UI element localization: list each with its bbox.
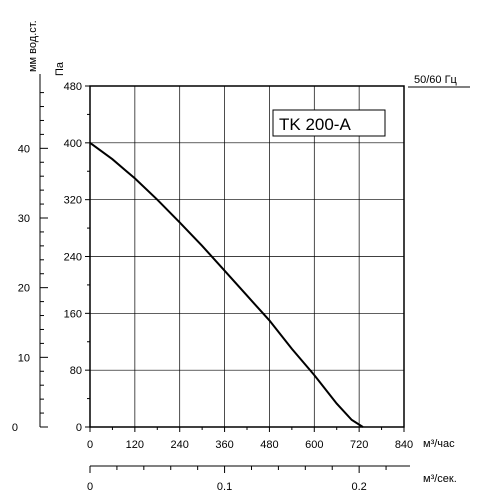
mm-tick-label: 40 bbox=[18, 143, 30, 155]
m3h-tick-label: 840 bbox=[395, 439, 413, 451]
pa-tick-label: 240 bbox=[64, 252, 82, 264]
frequency-label: 50/60 Гц bbox=[414, 74, 458, 86]
m3h-axis-label: м³/час bbox=[423, 438, 455, 450]
m3h-tick-label: 720 bbox=[350, 439, 368, 451]
m3h-tick-label: 240 bbox=[171, 439, 189, 451]
m3s-axis-ticks: 0 0.1 0.2 bbox=[87, 466, 387, 493]
m3h-tick-label: 480 bbox=[260, 439, 278, 451]
pa-axis-ticks: 0 80 160 240 320 400 480 bbox=[64, 81, 90, 434]
m3h-tick-label: 0 bbox=[87, 439, 93, 451]
m3s-tick-label: 0 bbox=[87, 481, 93, 493]
chart-title: TK 200-A bbox=[279, 115, 351, 134]
m3h-tick-label: 120 bbox=[126, 439, 144, 451]
mm-tick-label: 20 bbox=[18, 283, 30, 295]
m3s-tick-label: 0.2 bbox=[351, 481, 366, 493]
pa-tick-label: 320 bbox=[64, 195, 82, 207]
m3h-tick-label: 360 bbox=[215, 439, 233, 451]
chart-title-box bbox=[272, 109, 386, 137]
pa-tick-label: 400 bbox=[64, 138, 82, 150]
mm-axis-label: мм вод.ст. bbox=[27, 20, 39, 72]
m3h-axis-ticks: 0 120 240 360 480 600 720 840 bbox=[87, 427, 413, 451]
mm-tick-label: 10 bbox=[18, 352, 30, 364]
m3s-axis-label: м³/сек. bbox=[423, 473, 457, 485]
pa-axis-label: Па bbox=[54, 61, 66, 76]
mm-tick-label: 30 bbox=[18, 213, 30, 225]
mm-tick-label: 0 bbox=[12, 422, 18, 434]
pa-tick-label: 0 bbox=[76, 422, 82, 434]
pa-tick-label: 80 bbox=[70, 365, 82, 377]
m3s-tick-label: 0.1 bbox=[217, 481, 232, 493]
m3h-tick-label: 600 bbox=[305, 439, 323, 451]
grid-lines bbox=[90, 85, 404, 428]
series-line bbox=[89, 141, 364, 428]
mm-axis-ticks: 0 10 20 30 40 bbox=[12, 92, 48, 434]
pa-tick-label: 160 bbox=[64, 308, 82, 320]
pa-tick-label: 480 bbox=[64, 81, 82, 93]
